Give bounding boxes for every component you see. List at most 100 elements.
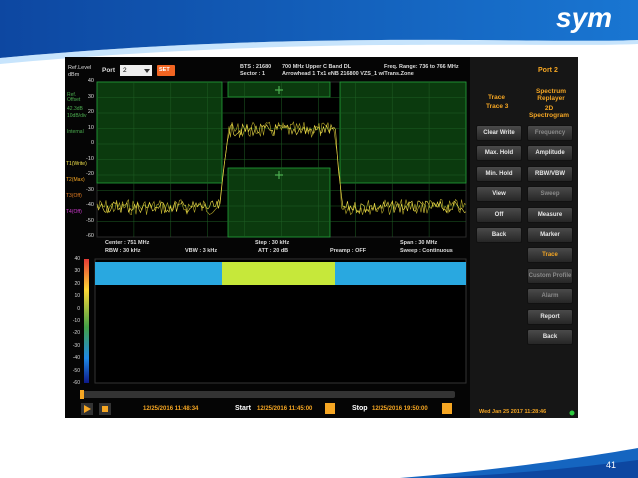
port-dropdown[interactable]: [120, 65, 152, 76]
setting-span: Span : 30 MHz: [400, 240, 438, 246]
menu-button[interactable]: Report: [527, 308, 573, 325]
mode-top: Spectrum Replayer: [536, 88, 566, 103]
time-slider[interactable]: [80, 391, 455, 398]
start-label: Start: [235, 405, 251, 412]
mask-region: [96, 81, 223, 184]
logo: sym: [556, 2, 613, 33]
menu-button[interactable]: Measure: [527, 206, 573, 223]
y-tick-label: 20: [74, 280, 80, 287]
current-time: 12/25/2016 11:48:34: [143, 406, 199, 412]
ref-offset-label: Ref. Offset: [67, 92, 81, 103]
menu-button[interactable]: Min. Hold: [476, 165, 522, 182]
mode-bottom: 2D Spectrogram: [528, 105, 570, 120]
y-tick-label: -40: [86, 202, 94, 208]
trace-value: Trace 3: [486, 103, 509, 110]
page-number: 41: [606, 460, 617, 470]
stop-label: Stop: [352, 405, 368, 412]
color-bar: [84, 259, 89, 383]
trace-label: T4(Off): [66, 209, 82, 215]
y-tick-label: 20: [87, 109, 94, 115]
y-tick-label: -30: [86, 186, 94, 193]
trace-label: T2(Max): [66, 177, 85, 183]
y-tick-label: -50: [86, 217, 94, 224]
setting-vbw: VBW : 3 kHz: [185, 248, 218, 254]
port-value: 2: [123, 67, 127, 74]
y-tick-label: 10: [74, 293, 80, 300]
mask-region: [339, 81, 467, 184]
y-tick-label: 10: [87, 124, 94, 131]
y-tick-label: 0: [90, 140, 94, 146]
menu-button[interactable]: Alarm: [527, 288, 573, 305]
menu-button[interactable]: Back: [476, 227, 522, 243]
menu-button[interactable]: Amplitude: [527, 145, 573, 162]
menu-button[interactable]: Marker: [527, 227, 573, 243]
start-calendar[interactable]: [325, 403, 335, 414]
menu-button[interactable]: Clear Write: [476, 125, 522, 141]
play-icon: [84, 405, 91, 413]
header-band: [0, 0, 638, 58]
mask-region: [227, 167, 331, 238]
menu-button[interactable]: RBW/VBW: [527, 165, 573, 182]
y-tick-label: 40: [74, 256, 80, 262]
y-tick-label: -30: [72, 342, 80, 349]
spectrogram-band: [222, 262, 335, 285]
y-tick-label: 0: [77, 305, 80, 312]
y-tick-label: 40: [87, 78, 94, 84]
menu-button[interactable]: Trace: [527, 247, 573, 264]
sector: Sector : 1: [240, 71, 266, 77]
setting-sweep: Sweep : Continuous: [400, 248, 453, 254]
bts: BTS : 21680: [240, 64, 272, 70]
y-tick-label: -40: [72, 355, 80, 362]
slider-handle[interactable]: [80, 390, 84, 399]
trace-label: T1(Write): [66, 161, 87, 167]
stop-calendar[interactable]: [442, 403, 452, 414]
y-tick-label: 30: [87, 93, 94, 100]
port-title: Port 2: [538, 67, 558, 74]
freq-range: Freq. Range: 736 to 766 MHz: [384, 64, 459, 70]
menu-button[interactable]: Back: [527, 329, 573, 345]
spectrum-trace: [96, 121, 467, 216]
ref-unit: dBm: [68, 72, 80, 78]
y-tick-label: -50: [72, 367, 80, 374]
menu-button[interactable]: Custom Profile: [527, 267, 573, 284]
dropdown-arrow: [144, 69, 150, 73]
spectrogram-band: [95, 262, 222, 285]
menu-button[interactable]: View: [476, 186, 522, 203]
status-dot: [569, 410, 575, 416]
setting-att: ATT : 20 dB: [258, 248, 289, 254]
band: 700 MHz Upper C Band DL: [282, 64, 352, 70]
menu-button[interactable]: Frequency: [527, 125, 573, 141]
menu-button[interactable]: Sweep: [527, 186, 573, 203]
marker-cross: [275, 86, 283, 94]
y-tick-label: -60: [86, 233, 94, 239]
y-tick-label: -10: [86, 155, 94, 162]
setting-rbw: RBW : 30 kHz: [105, 248, 141, 254]
y-tick-label: -20: [86, 171, 94, 177]
menu-button[interactable]: Max. Hold: [476, 145, 522, 162]
y-tick-label: -60: [72, 380, 80, 386]
ref-level: Ref.Level: [68, 65, 92, 71]
set-button[interactable]: [157, 65, 175, 76]
ref-offset: 42.3dB: [67, 106, 83, 112]
setting-preamp: Preamp : OFF: [330, 248, 367, 254]
setting-step: Step : 30 kHz: [255, 240, 290, 246]
set-label: SET: [159, 67, 170, 73]
setting-center: Center : 751 MHz: [105, 240, 150, 246]
spectrum-graphics: [96, 81, 467, 238]
y-tick-label: -10: [72, 318, 80, 324]
attenuator: Internal: [67, 129, 84, 135]
y-tick-label: -20: [72, 330, 80, 337]
clock: Wed Jan 25 2017 11:28:46: [479, 409, 547, 415]
y-tick-label: 30: [74, 268, 80, 275]
spectrogram-band: [335, 262, 466, 285]
start-time: 12/25/2016 11:45:00: [257, 406, 313, 412]
port-label: Port: [102, 67, 115, 74]
marker-cross: [275, 171, 283, 179]
footer-swoosh-dark: [430, 460, 638, 478]
menu-button[interactable]: Off: [476, 206, 522, 223]
trace-title: Trace: [488, 94, 505, 101]
trace-label: T3(Off): [66, 193, 82, 199]
stop-icon: [102, 406, 108, 412]
site: Arrowhead 1 Tx1 eNB 216800 VZS_1 w/Trans…: [282, 71, 414, 77]
